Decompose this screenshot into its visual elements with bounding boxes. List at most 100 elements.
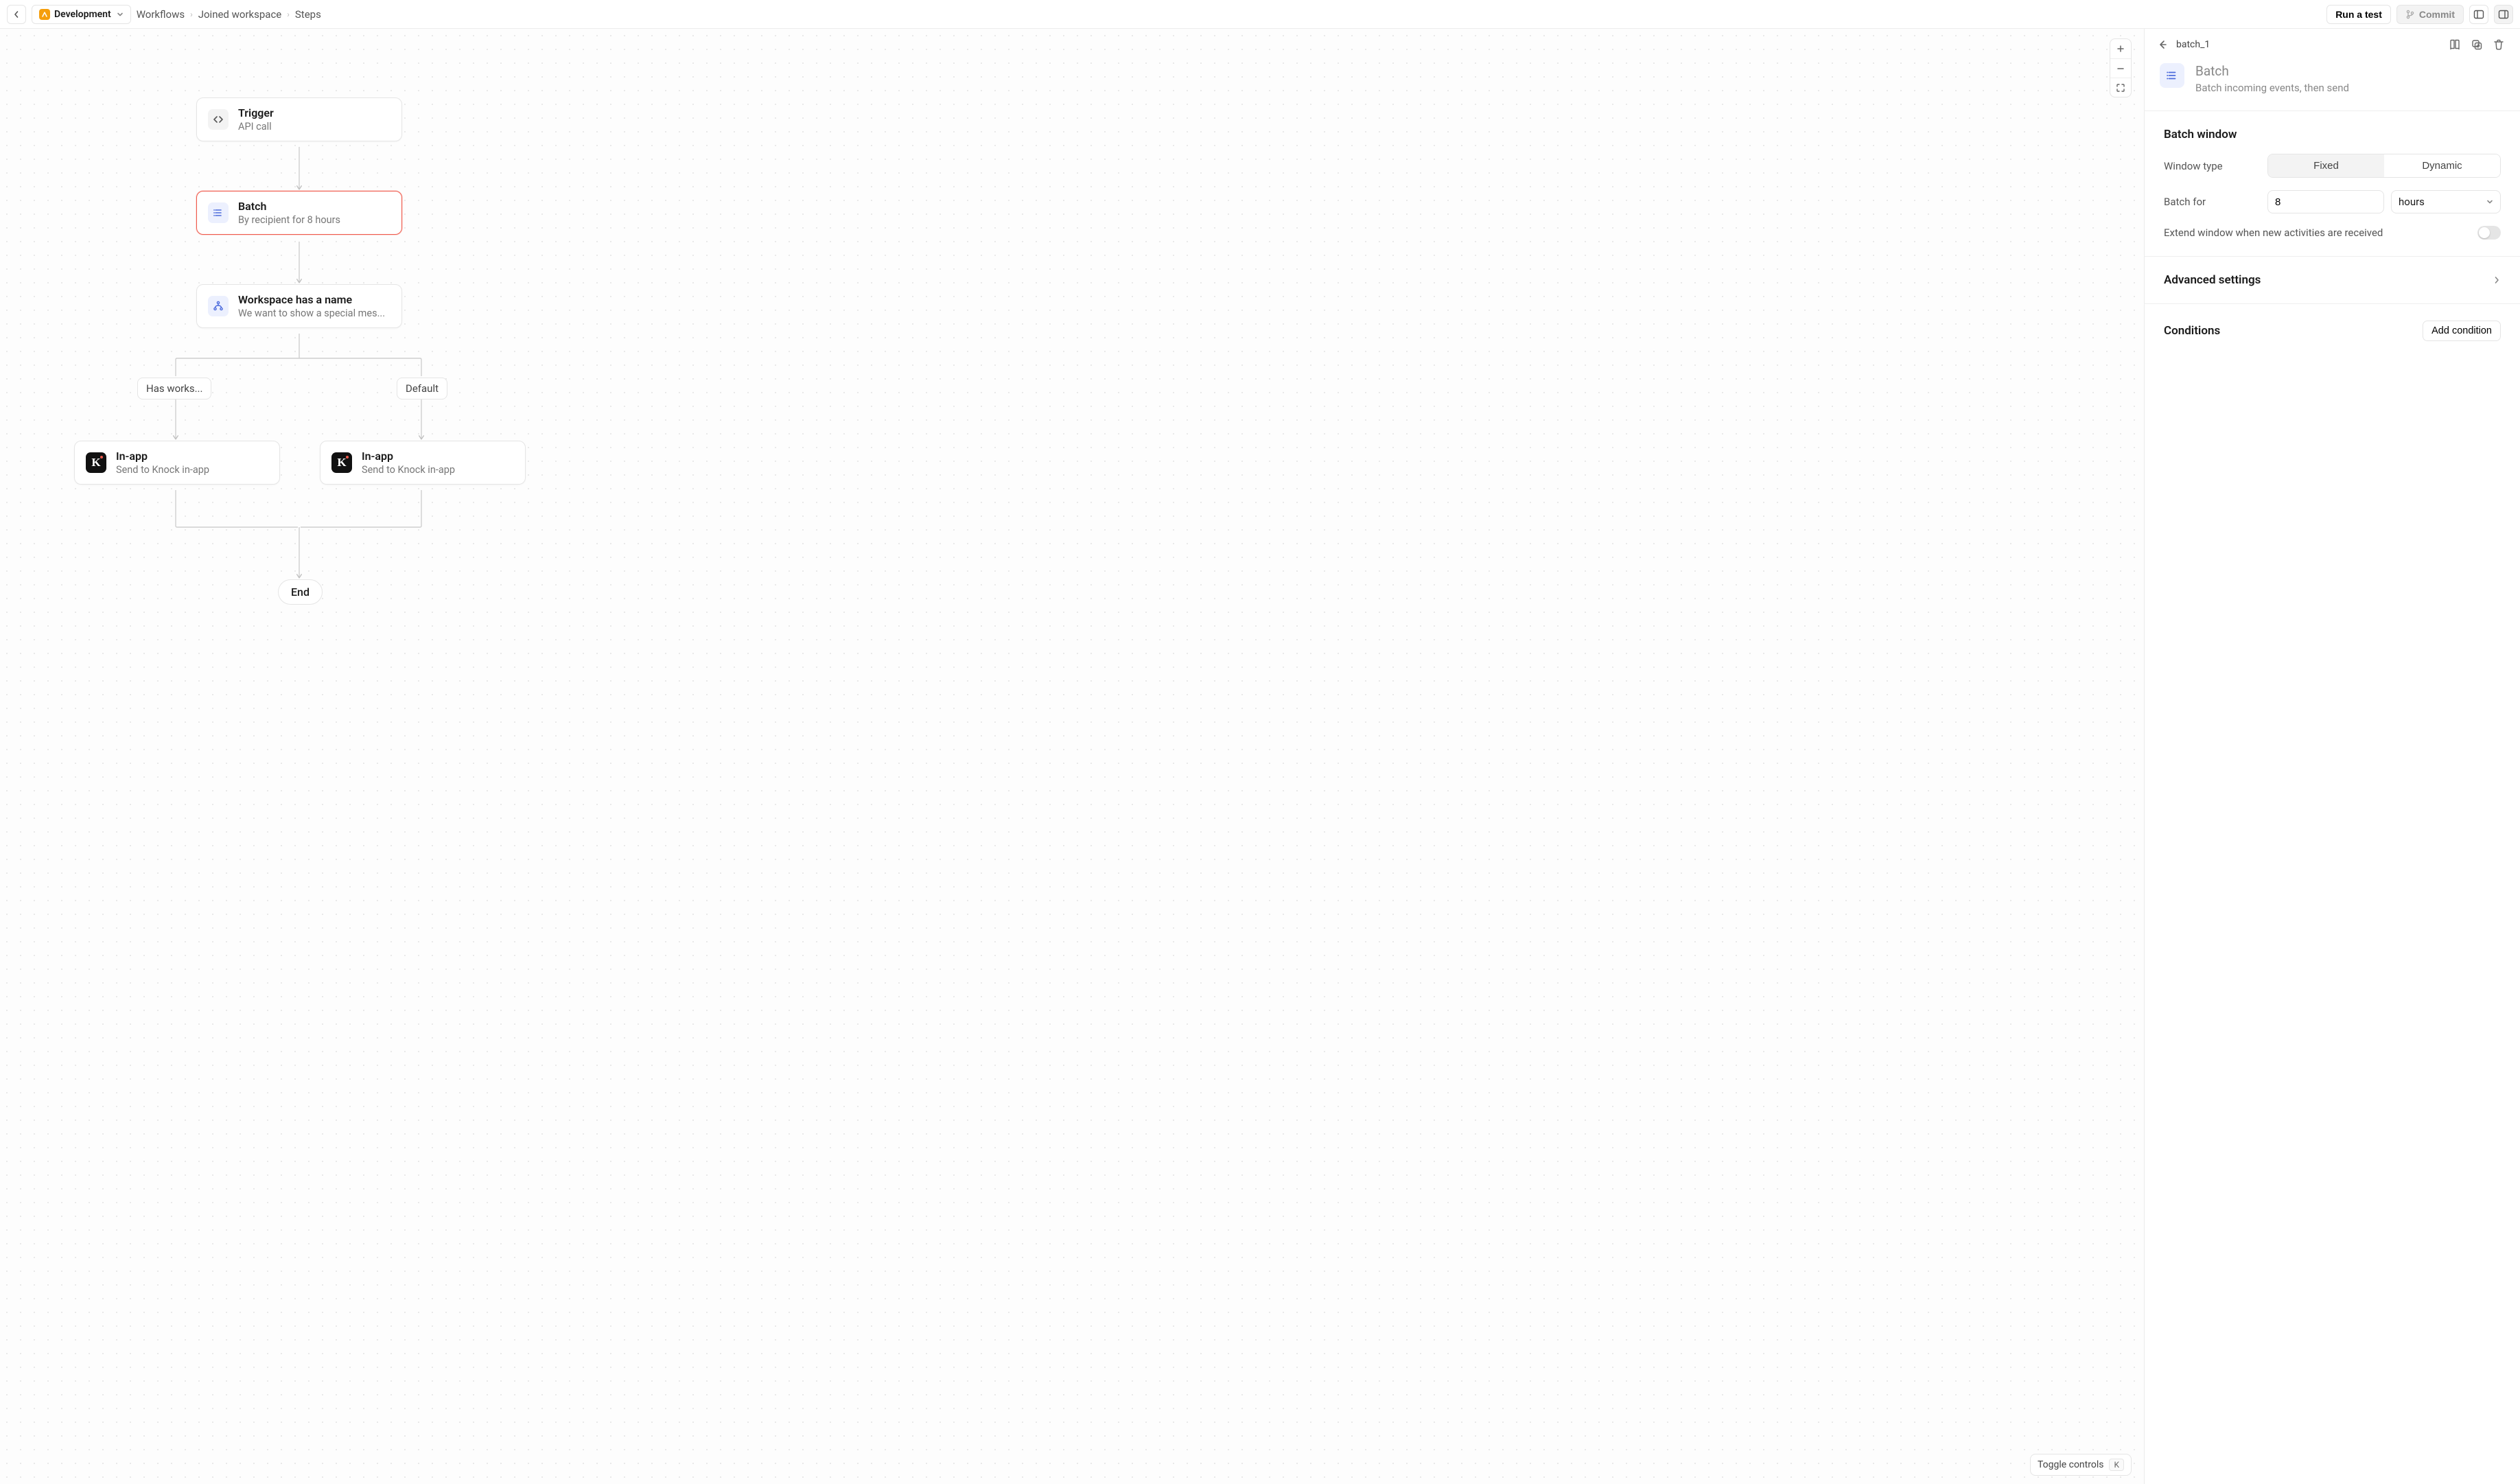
window-type-segmented: Fixed Dynamic	[2267, 154, 2501, 178]
side-title-text: Batch Batch incoming events, then send	[2195, 63, 2349, 94]
end-label: End	[291, 586, 310, 599]
node-subtitle: Send to Knock in-app	[116, 464, 209, 476]
section-conditions: Conditions Add condition	[2145, 304, 2520, 358]
node-trigger[interactable]: Trigger API call	[196, 97, 402, 141]
branch-pill-label: Default	[406, 382, 439, 395]
knock-icon: K	[86, 452, 106, 473]
knock-icon: K	[331, 452, 352, 473]
delete-button[interactable]	[2493, 38, 2505, 51]
node-title: Workspace has a name	[238, 293, 385, 306]
extend-window-toggle[interactable]	[2477, 226, 2501, 240]
node-batch[interactable]: Batch By recipient for 8 hours	[196, 191, 402, 235]
batch-for-value-input[interactable]	[2267, 190, 2384, 213]
node-subtitle: By recipient for 8 hours	[238, 214, 340, 226]
chevron-down-icon	[117, 11, 124, 18]
topbar: Development Workflows › Joined workspace…	[0, 0, 2520, 29]
node-title: Trigger	[238, 106, 274, 119]
duplicate-button[interactable]	[2471, 38, 2483, 51]
main: Trigger API call Batch By recipient for …	[0, 29, 2520, 1484]
chevron-right-icon: ›	[287, 10, 290, 19]
chevron-right-icon	[2493, 276, 2501, 284]
window-type-option-fixed[interactable]: Fixed	[2268, 154, 2384, 177]
breadcrumb-item[interactable]: Workflows	[137, 8, 185, 21]
commit-label: Commit	[2419, 9, 2455, 20]
add-condition-label: Add condition	[2431, 325, 2492, 336]
node-title: In-app	[116, 450, 209, 463]
side-back-button[interactable]	[2157, 39, 2168, 50]
topbar-left: Development Workflows › Joined workspace…	[7, 5, 321, 24]
row-batch-for: Batch for hours	[2164, 190, 2501, 213]
topbar-right: Run a test Commit	[2326, 5, 2513, 24]
branch-pill-right[interactable]: Default	[397, 378, 447, 399]
toggle-controls-label: Toggle controls	[2038, 1459, 2104, 1470]
node-subtitle: We want to show a special mes...	[238, 308, 385, 319]
trash-icon	[2493, 38, 2505, 51]
panel-right-icon	[2498, 9, 2509, 20]
section-batch-window: Batch window Window type Fixed Dynamic B…	[2145, 111, 2520, 257]
node-title: Batch	[238, 200, 340, 213]
node-inapp-right[interactable]: K In-app Send to Knock in-app	[320, 441, 526, 485]
copy-plus-icon	[2471, 38, 2483, 51]
batch-for-unit-select[interactable]: hours	[2391, 190, 2501, 213]
panel-left-icon	[2473, 9, 2484, 20]
side-header: batch_1	[2145, 29, 2520, 60]
advanced-heading: Advanced settings	[2164, 273, 2261, 287]
section-heading: Batch window	[2164, 128, 2501, 141]
node-end: End	[278, 579, 323, 605]
node-text: In-app Send to Knock in-app	[116, 450, 209, 476]
node-text: Workspace has a name We want to show a s…	[238, 293, 385, 319]
node-branch[interactable]: Workspace has a name We want to show a s…	[196, 284, 402, 328]
row-extend-toggle: Extend window when new activities are re…	[2164, 226, 2501, 240]
side-header-actions	[2449, 38, 2505, 51]
node-text: In-app Send to Knock in-app	[362, 450, 455, 476]
row-window-type: Window type Fixed Dynamic	[2164, 154, 2501, 178]
node-title: In-app	[362, 450, 455, 463]
batch-for-label: Batch for	[2164, 196, 2206, 208]
environment-badge-icon	[39, 9, 50, 20]
side-description: Batch incoming events, then send	[2195, 82, 2349, 94]
side-title-row: Batch Batch incoming events, then send	[2145, 60, 2520, 111]
node-text: Batch By recipient for 8 hours	[238, 200, 340, 226]
panel-left-toggle[interactable]	[2469, 5, 2488, 24]
branch-pill-label: Has works...	[146, 382, 202, 395]
side-title: Batch	[2195, 63, 2349, 79]
window-type-label: Window type	[2164, 160, 2223, 172]
environment-label: Development	[54, 9, 111, 20]
arrow-left-icon	[2157, 39, 2168, 50]
workflow-canvas[interactable]: Trigger API call Batch By recipient for …	[0, 29, 2144, 1484]
code-icon	[208, 109, 229, 130]
node-inapp-left[interactable]: K In-app Send to Knock in-app	[74, 441, 280, 485]
chevron-left-icon	[12, 10, 21, 19]
conditions-header-row: Conditions Add condition	[2164, 321, 2501, 341]
panel-right-toggle[interactable]	[2494, 5, 2513, 24]
advanced-settings-toggle[interactable]: Advanced settings	[2164, 273, 2501, 287]
branch-pill-left[interactable]: Has works...	[137, 378, 211, 399]
back-button[interactable]	[7, 5, 26, 24]
git-branch-icon	[2405, 10, 2415, 19]
chevron-down-icon	[2486, 198, 2493, 205]
batch-for-unit-value: hours	[2399, 196, 2425, 208]
toggle-controls-button[interactable]: Toggle controls K	[2030, 1454, 2132, 1476]
node-subtitle: Send to Knock in-app	[362, 464, 455, 476]
environment-selector[interactable]: Development	[32, 5, 131, 24]
node-subtitle: API call	[238, 121, 274, 132]
breadcrumb-item[interactable]: Steps	[295, 8, 321, 21]
branch-icon	[208, 296, 229, 316]
book-icon	[2449, 38, 2461, 51]
side-header-left: batch_1	[2157, 39, 2210, 50]
conditions-heading: Conditions	[2164, 324, 2220, 338]
batch-for-inputs: hours	[2267, 190, 2501, 213]
chevron-right-icon: ›	[190, 10, 193, 19]
node-layer: Trigger API call Batch By recipient for …	[0, 29, 2144, 1484]
run-test-label: Run a test	[2335, 9, 2382, 20]
add-condition-button[interactable]: Add condition	[2423, 321, 2501, 341]
section-advanced: Advanced settings	[2145, 257, 2520, 304]
run-test-button[interactable]: Run a test	[2326, 5, 2391, 24]
breadcrumb-item[interactable]: Joined workspace	[198, 8, 282, 21]
extend-window-label: Extend window when new activities are re…	[2164, 227, 2383, 239]
list-icon	[208, 202, 229, 223]
window-type-option-dynamic[interactable]: Dynamic	[2384, 154, 2500, 177]
side-panel: batch_1 Batch Batch incoming events	[2144, 29, 2520, 1484]
commit-button[interactable]: Commit	[2396, 5, 2464, 24]
docs-button[interactable]	[2449, 38, 2461, 51]
